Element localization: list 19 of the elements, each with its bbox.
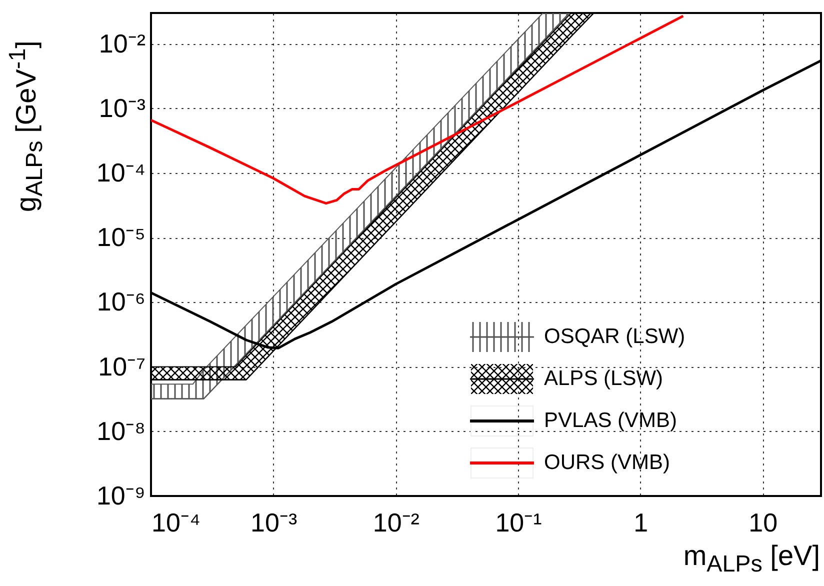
y-tick-label: 10⁻³ [98,92,146,123]
legend-label: OSQAR (LSW) [544,325,686,349]
y-tick-label: 10⁻⁵ [96,222,146,252]
y-tick-label: 10⁻⁴ [96,158,146,188]
legend-label: OURS (VMB) [544,451,670,475]
y-tick-label: 10⁻⁶ [96,286,146,317]
y-tick-label: 10⁻⁹ [96,480,146,510]
y-tick-label: 10⁻⁸ [96,416,146,446]
x-tick-label: 10⁻² [372,508,420,538]
x-tick-label: 10⁻¹ [495,508,542,538]
y-tick-label: 10⁻² [98,28,146,58]
x-axis-title: m$_{ALPs}$ [eV] [683,540,820,578]
legend-label: ALPS (LSW) [544,367,664,391]
legend-label: PVLAS (VMB) [544,409,678,433]
y-tick-label: 10⁻⁷ [98,351,146,382]
x-tick-label: 10⁻⁴ [152,508,201,538]
x-tick-label: 10 [748,508,778,538]
x-tick-label: 1 [634,508,648,538]
x-tick-label: 10⁻³ [250,508,298,538]
